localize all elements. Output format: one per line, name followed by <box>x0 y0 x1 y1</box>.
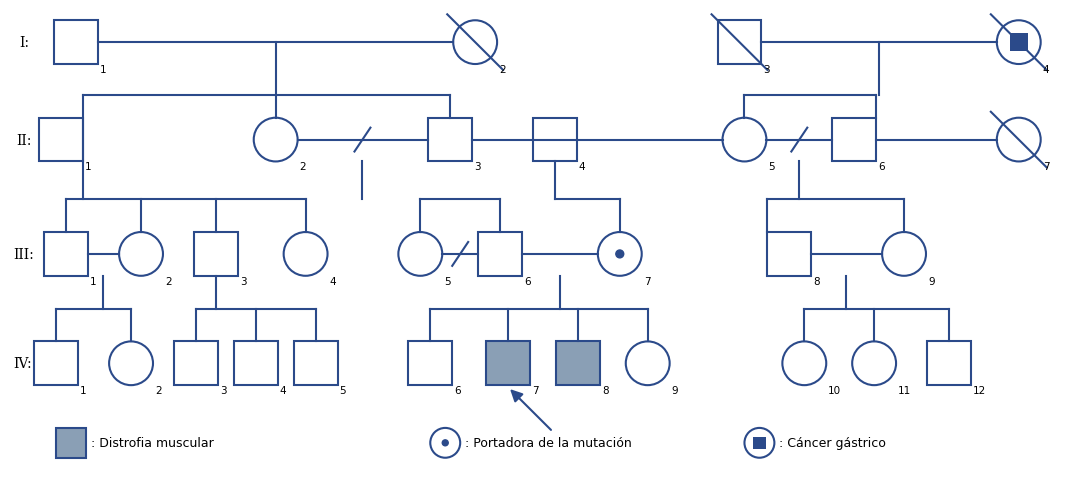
Text: 7: 7 <box>532 385 539 396</box>
Bar <box>34 342 78 385</box>
Text: 6: 6 <box>454 385 461 396</box>
Bar <box>234 342 278 385</box>
Ellipse shape <box>431 428 460 458</box>
Ellipse shape <box>284 232 328 276</box>
Ellipse shape <box>997 119 1041 162</box>
Bar <box>194 232 237 276</box>
Ellipse shape <box>110 342 153 385</box>
Text: IV:: IV: <box>13 357 32 371</box>
Bar <box>44 232 88 276</box>
Circle shape <box>442 440 448 446</box>
Ellipse shape <box>882 232 926 276</box>
Text: 8: 8 <box>813 276 819 286</box>
Text: 4: 4 <box>579 162 585 172</box>
Ellipse shape <box>598 232 642 276</box>
Ellipse shape <box>453 21 497 65</box>
Text: : Distrofia muscular: : Distrofia muscular <box>91 436 214 449</box>
Ellipse shape <box>782 342 826 385</box>
Bar <box>40 119 83 162</box>
Text: 3: 3 <box>240 276 246 286</box>
Text: 1: 1 <box>81 385 87 396</box>
Text: 4: 4 <box>330 276 336 286</box>
Text: 4: 4 <box>279 385 287 396</box>
Bar <box>429 119 473 162</box>
Text: 2: 2 <box>155 385 161 396</box>
Text: 10: 10 <box>828 385 841 396</box>
Bar <box>293 342 337 385</box>
Text: 5: 5 <box>339 385 346 396</box>
Text: 2: 2 <box>499 65 506 75</box>
Text: 4: 4 <box>1043 65 1049 75</box>
Bar <box>1010 34 1028 52</box>
Bar <box>927 342 971 385</box>
Ellipse shape <box>852 342 896 385</box>
Text: 5: 5 <box>768 162 775 172</box>
Bar <box>56 428 86 458</box>
Text: 6: 6 <box>524 276 531 286</box>
Text: 1: 1 <box>90 276 97 286</box>
Bar <box>55 21 98 65</box>
Bar <box>174 342 218 385</box>
Ellipse shape <box>253 119 297 162</box>
Text: 8: 8 <box>601 385 609 396</box>
Ellipse shape <box>723 119 767 162</box>
Text: 2: 2 <box>300 162 306 172</box>
Text: I:: I: <box>19 36 29 50</box>
Text: II:: II: <box>16 133 32 147</box>
Text: 5: 5 <box>445 276 451 286</box>
Bar <box>768 232 811 276</box>
Text: III:: III: <box>13 247 34 262</box>
Text: 6: 6 <box>879 162 885 172</box>
Text: 11: 11 <box>898 385 912 396</box>
Ellipse shape <box>997 21 1041 65</box>
Text: 12: 12 <box>973 385 986 396</box>
Text: : Portadora de la mutación: : Portadora de la mutación <box>465 436 632 449</box>
Circle shape <box>615 251 624 258</box>
Bar <box>832 119 876 162</box>
Bar <box>533 119 577 162</box>
Text: 9: 9 <box>671 385 679 396</box>
Ellipse shape <box>626 342 670 385</box>
Text: 3: 3 <box>474 162 481 172</box>
Bar <box>487 342 529 385</box>
Ellipse shape <box>119 232 163 276</box>
Text: 3: 3 <box>764 65 770 75</box>
Text: 2: 2 <box>165 276 172 286</box>
Bar <box>408 342 452 385</box>
Bar <box>753 437 766 449</box>
Text: 3: 3 <box>220 385 227 396</box>
Text: 1: 1 <box>85 162 91 172</box>
Text: 7: 7 <box>1043 162 1049 172</box>
Ellipse shape <box>398 232 442 276</box>
Bar <box>478 232 522 276</box>
Ellipse shape <box>744 428 774 458</box>
Text: 1: 1 <box>100 65 106 75</box>
Bar <box>717 21 761 65</box>
Bar <box>556 342 600 385</box>
Text: 7: 7 <box>643 276 651 286</box>
Text: 9: 9 <box>928 276 934 286</box>
Text: : Cáncer gástrico: : Cáncer gástrico <box>780 436 886 449</box>
